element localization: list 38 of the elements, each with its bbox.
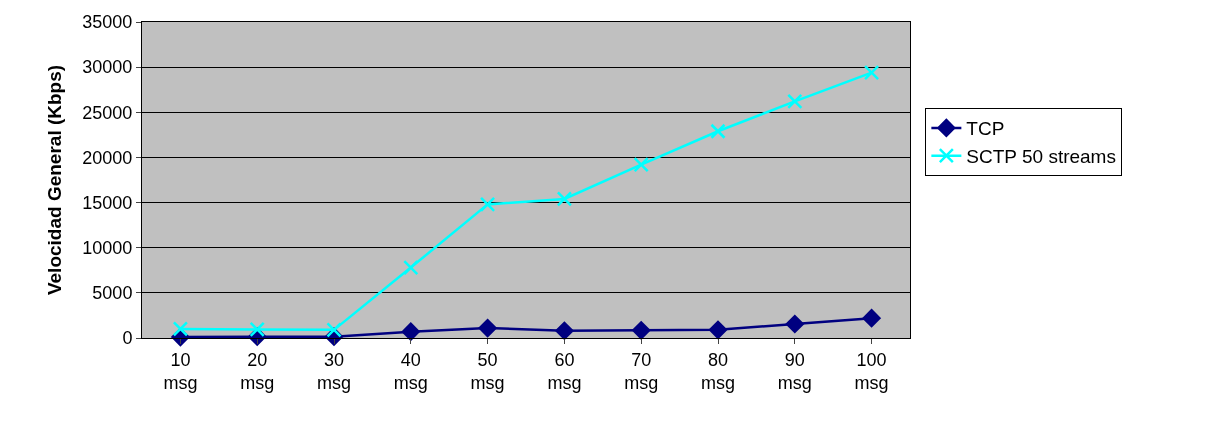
- x-tick-label: 40 msg: [393, 349, 428, 393]
- x-tick-label: 30 msg: [316, 349, 352, 393]
- y-tick-label: 25000: [82, 102, 133, 123]
- point: [478, 319, 497, 338]
- point: [401, 322, 420, 341]
- point: [556, 191, 573, 207]
- point: [633, 156, 649, 173]
- y-axis-title: Velocidad General (Kbps): [44, 64, 66, 296]
- point: [785, 314, 804, 334]
- point: [555, 321, 574, 340]
- point: [710, 123, 726, 139]
- point: [249, 321, 265, 338]
- x-tick-label: 100 msg: [854, 349, 889, 393]
- point: [632, 321, 651, 340]
- point: [862, 309, 881, 328]
- point: [708, 320, 728, 339]
- x-tick-label: 50 msg: [470, 349, 505, 393]
- y-tick-label: 15000: [82, 192, 133, 213]
- x-tick-label: 90 msg: [777, 349, 812, 393]
- legend-label: TCP: [966, 118, 1005, 140]
- point: [863, 64, 880, 81]
- y-tick-label: 30000: [82, 57, 133, 78]
- point: [403, 259, 419, 276]
- y-tick-label: 35000: [82, 12, 133, 33]
- x-tick-label: 10 msg: [163, 349, 198, 393]
- legend-label: SCTP 50 streams: [966, 146, 1116, 168]
- y-tick-label: 5000: [92, 283, 133, 304]
- x-tick-label: 70 msg: [624, 349, 659, 393]
- point: [479, 196, 496, 213]
- x-tick-label: 80 msg: [700, 349, 736, 393]
- y-tick-label: 20000: [82, 147, 133, 168]
- y-tick-label: 0: [122, 328, 133, 349]
- x-tick-label: 60 msg: [547, 349, 582, 393]
- x-tick-label: 20 msg: [240, 349, 275, 393]
- point: [326, 322, 342, 338]
- point: [172, 321, 189, 337]
- point: [787, 93, 803, 110]
- y-tick-label: 10000: [82, 238, 133, 259]
